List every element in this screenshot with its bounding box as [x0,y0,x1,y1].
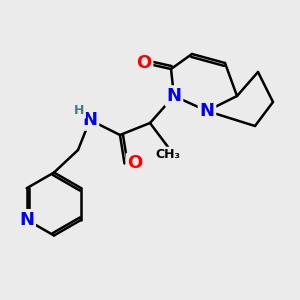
Text: O: O [136,54,152,72]
Text: O: O [128,154,142,172]
Text: N: N [19,211,34,229]
Text: N: N [167,87,182,105]
Text: CH₃: CH₃ [155,148,181,161]
Text: H: H [74,104,85,118]
Text: N: N [82,111,98,129]
Text: N: N [200,102,214,120]
